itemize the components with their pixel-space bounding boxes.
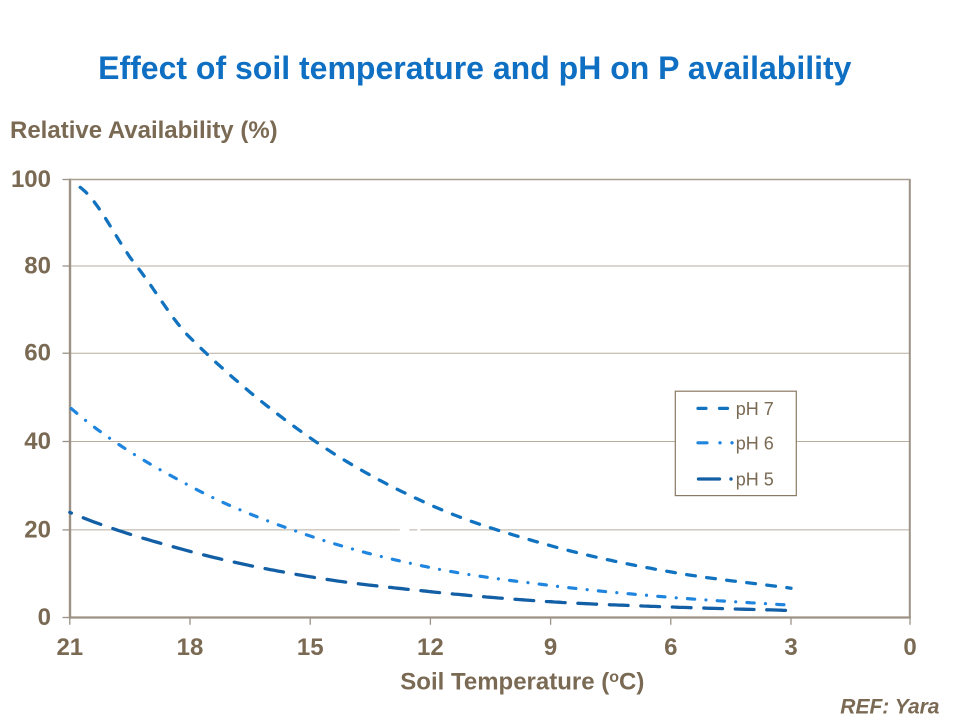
svg-text:100: 100	[11, 166, 51, 193]
svg-text:21: 21	[56, 634, 83, 661]
svg-text:pH 5: pH 5	[736, 470, 774, 490]
svg-text:6: 6	[664, 634, 677, 661]
svg-text:15: 15	[297, 634, 324, 661]
svg-text:Soil Temperature (oC): Soil Temperature (oC)	[400, 668, 644, 695]
svg-text:60: 60	[24, 340, 51, 367]
svg-text:40: 40	[24, 428, 51, 455]
svg-text:12: 12	[417, 634, 444, 661]
svg-text:pH 7: pH 7	[736, 399, 774, 419]
svg-text:Relative Availability (%): Relative Availability (%)	[10, 117, 278, 144]
svg-text:9: 9	[544, 634, 557, 661]
svg-text:REF: Yara: REF: Yara	[840, 696, 940, 719]
svg-text:18: 18	[177, 634, 204, 661]
svg-text:3: 3	[784, 634, 797, 661]
svg-text:Effect of soil temperature and: Effect of soil temperature and pH on P a…	[98, 50, 852, 86]
svg-text:20: 20	[24, 516, 51, 543]
svg-text:0: 0	[38, 604, 51, 631]
svg-text:80: 80	[24, 253, 51, 280]
svg-text:pH 6: pH 6	[736, 433, 774, 453]
svg-text:0: 0	[903, 634, 916, 661]
